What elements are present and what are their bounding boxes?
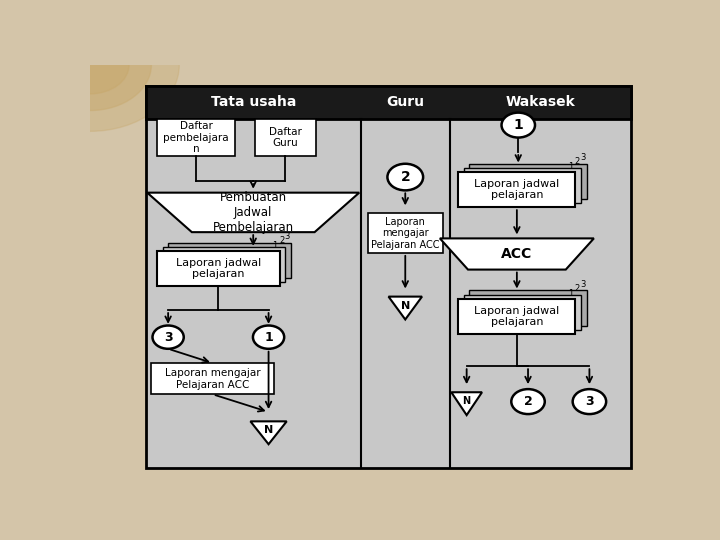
Text: Pembuatan
Jadwal
Pembelajaran: Pembuatan Jadwal Pembelajaran [212, 191, 294, 234]
FancyBboxPatch shape [145, 85, 631, 119]
Text: 1: 1 [568, 289, 573, 298]
FancyBboxPatch shape [157, 251, 280, 286]
Text: 3: 3 [585, 395, 594, 408]
Polygon shape [440, 238, 594, 269]
Text: 2: 2 [523, 395, 532, 408]
Circle shape [51, 36, 129, 94]
FancyBboxPatch shape [163, 247, 285, 282]
Circle shape [502, 113, 535, 138]
Circle shape [253, 326, 284, 349]
Text: 1: 1 [513, 118, 523, 132]
Polygon shape [389, 296, 422, 320]
Text: 1: 1 [568, 162, 573, 171]
Text: ACC: ACC [501, 247, 533, 261]
FancyBboxPatch shape [469, 291, 587, 326]
Text: Wakasek: Wakasek [505, 95, 575, 109]
FancyBboxPatch shape [145, 85, 631, 468]
Text: 1: 1 [264, 330, 273, 343]
FancyBboxPatch shape [459, 299, 575, 334]
Polygon shape [147, 193, 359, 232]
Circle shape [153, 326, 184, 349]
Text: 3: 3 [164, 330, 172, 343]
Text: 2: 2 [279, 236, 284, 245]
Circle shape [1, 0, 179, 131]
Text: Laporan mengajar
Pelajaran ACC: Laporan mengajar Pelajaran ACC [165, 368, 261, 389]
Text: N: N [462, 396, 471, 407]
Polygon shape [251, 421, 287, 444]
Polygon shape [451, 392, 482, 415]
Text: 3: 3 [284, 232, 289, 241]
Text: 3: 3 [580, 280, 585, 289]
Text: Laporan jadwal
pelajaran: Laporan jadwal pelajaran [176, 258, 261, 279]
Text: 1: 1 [272, 241, 277, 250]
Text: Laporan jadwal
pelajaran: Laporan jadwal pelajaran [474, 306, 559, 327]
FancyBboxPatch shape [255, 119, 316, 156]
Text: N: N [264, 426, 273, 435]
FancyBboxPatch shape [464, 294, 581, 330]
FancyBboxPatch shape [368, 213, 443, 253]
Text: 2: 2 [575, 157, 580, 166]
Text: Laporan
mengajar
Pelajaran ACC: Laporan mengajar Pelajaran ACC [371, 217, 439, 250]
Circle shape [387, 164, 423, 191]
FancyBboxPatch shape [157, 119, 235, 156]
FancyBboxPatch shape [151, 363, 274, 394]
Text: 2: 2 [575, 284, 580, 293]
FancyBboxPatch shape [464, 168, 581, 203]
Text: 2: 2 [400, 170, 410, 184]
Text: Daftar
Guru: Daftar Guru [269, 127, 302, 148]
Circle shape [29, 19, 151, 111]
Circle shape [572, 389, 606, 414]
Text: N: N [400, 301, 410, 310]
Text: Laporan jadwal
pelajaran: Laporan jadwal pelajaran [474, 179, 559, 200]
FancyBboxPatch shape [469, 164, 587, 199]
FancyBboxPatch shape [459, 172, 575, 207]
FancyBboxPatch shape [168, 242, 291, 278]
Text: Daftar
pembelajara
n: Daftar pembelajara n [163, 121, 229, 154]
Text: 3: 3 [580, 153, 585, 162]
Text: Tata usaha: Tata usaha [210, 95, 296, 109]
Circle shape [511, 389, 545, 414]
Text: Guru: Guru [386, 95, 424, 109]
